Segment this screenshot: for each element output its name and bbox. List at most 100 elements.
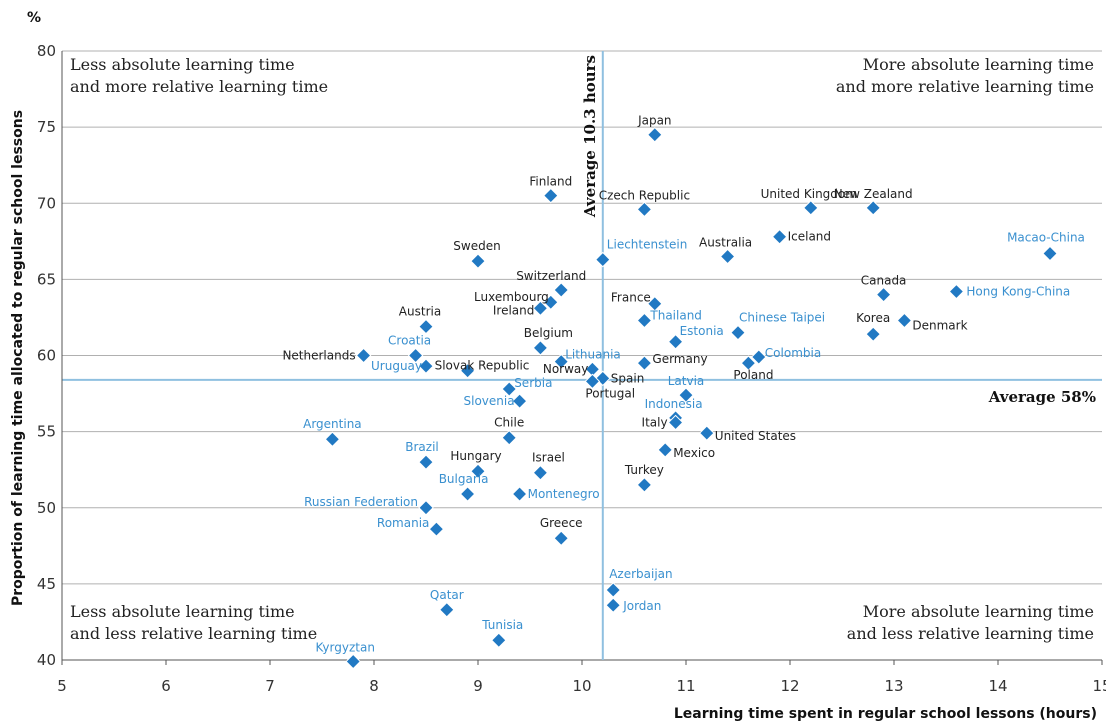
point-marker-montenegro xyxy=(511,486,528,502)
point-label-new-zealand: New Zealand xyxy=(834,187,913,201)
point-label-portugal: Portugal xyxy=(585,386,635,400)
point-marker-switzerland xyxy=(553,282,569,298)
point-marker-belgium xyxy=(532,340,549,356)
point-marker-azerbaijan xyxy=(605,582,621,598)
point-label-croatia: Croatia xyxy=(388,334,431,348)
point-marker-jordan xyxy=(605,597,621,613)
point-marker-greece xyxy=(553,530,569,546)
point-label-israel: Israel xyxy=(532,451,565,465)
x-tick-label: 9 xyxy=(473,677,483,695)
horizontal-average-label: Average 58% xyxy=(988,388,1096,406)
point-label-germany: Germany xyxy=(652,352,707,366)
point-label-japan: Japan xyxy=(637,114,671,128)
point-label-spain: Spain xyxy=(611,371,645,385)
point-marker-denmark xyxy=(896,312,913,329)
point-marker-united-states xyxy=(699,425,715,441)
point-label-netherlands: Netherlands xyxy=(282,349,355,363)
point-marker-brazil xyxy=(418,454,434,470)
point-marker-united-kingdom xyxy=(803,200,819,216)
point-marker-qatar xyxy=(439,601,455,618)
quadrant-label-bottom-left: Less absolute learning time xyxy=(70,602,295,621)
point-label-chile: Chile xyxy=(494,416,524,430)
point-marker-france xyxy=(647,295,663,312)
x-tick-label: 12 xyxy=(780,677,799,695)
point-label-belgium: Belgium xyxy=(524,326,573,340)
point-marker-ireland xyxy=(532,300,549,317)
point-label-switzerland: Switzerland xyxy=(516,269,586,283)
point-label-macao-china: Macao-China xyxy=(1007,230,1085,244)
point-label-korea: Korea xyxy=(856,311,890,325)
point-marker-tunisia xyxy=(491,632,507,648)
point-marker-poland xyxy=(740,355,757,371)
point-label-argentina: Argentina xyxy=(303,417,362,431)
point-marker-finland xyxy=(543,187,559,204)
vertical-average-label: Average 10.3 hours xyxy=(581,55,599,218)
point-label-australia: Australia xyxy=(699,236,752,250)
y-tick-label: 75 xyxy=(37,118,56,136)
point-label-bulgaria: Bulgaria xyxy=(439,472,489,486)
point-label-poland: Poland xyxy=(733,368,773,382)
point-label-kyrgyztan: Kyrgyztan xyxy=(315,641,375,655)
point-marker-liechtenstein xyxy=(595,251,611,268)
point-marker-lithuania xyxy=(553,353,569,370)
quadrant-label-top-right: and more relative learning time xyxy=(836,77,1094,96)
quadrant-label-top-left: and more relative learning time xyxy=(70,77,328,96)
point-label-romania: Romania xyxy=(377,516,429,530)
point-label-jordan: Jordan xyxy=(622,599,661,613)
point-marker-australia xyxy=(719,248,736,265)
x-tick-label: 8 xyxy=(369,677,379,695)
point-label-slovenia: Slovenia xyxy=(464,394,515,408)
quadrant-labels: Less absolute learning time and more rela… xyxy=(70,55,1094,643)
point-label-hungary: Hungary xyxy=(450,449,501,463)
point-label-lithuania: Lithuania xyxy=(565,348,621,362)
point-label-austria: Austria xyxy=(399,305,441,319)
point-label-ireland: Ireland xyxy=(493,303,535,317)
point-label-brazil: Brazil xyxy=(405,440,439,454)
point-label-italy: Italy xyxy=(642,415,668,429)
point-label-chinese-taipei: Chinese Taipei xyxy=(739,311,825,325)
point-label-thailand: Thailand xyxy=(649,308,702,322)
point-label-latvia: Latvia xyxy=(668,374,705,388)
point-marker-mexico xyxy=(657,442,673,458)
point-marker-kyrgyztan xyxy=(345,653,361,670)
point-label-indonesia: Indonesia xyxy=(645,397,703,411)
point-label-mexico: Mexico xyxy=(673,446,715,460)
x-tick-label: 5 xyxy=(57,677,67,695)
point-marker-hungary xyxy=(470,463,486,479)
quadrant-label-bottom-right: More absolute learning time xyxy=(863,602,1094,621)
data-points xyxy=(324,126,1058,670)
x-tick-label: 6 xyxy=(161,677,171,695)
point-marker-russian-federation xyxy=(418,499,434,516)
point-marker-argentina xyxy=(324,431,341,448)
point-marker-colombia xyxy=(751,349,767,365)
y-tick-label: 55 xyxy=(37,423,56,441)
grid-lines xyxy=(62,50,1102,661)
point-label-sweden: Sweden xyxy=(453,239,500,253)
point-marker-israel xyxy=(532,464,549,481)
point-label-united-kingdom: United Kingdom xyxy=(761,187,857,201)
point-label-france: France xyxy=(611,291,651,305)
point-marker-bulgaria xyxy=(459,486,476,502)
point-label-greece: Greece xyxy=(540,516,583,530)
point-marker-chinese-taipei xyxy=(730,324,746,341)
point-label-serbia: Serbia xyxy=(514,376,552,390)
point-label-denmark: Denmark xyxy=(912,318,967,332)
point-marker-new-zealand xyxy=(865,200,881,216)
point-marker-iceland xyxy=(771,228,788,245)
x-tick-label: 14 xyxy=(988,677,1007,695)
point-marker-japan xyxy=(647,126,663,143)
point-label-montenegro: Montenegro xyxy=(528,487,600,501)
y-tick-label: 80 xyxy=(37,42,56,60)
x-tick-label: 7 xyxy=(265,677,275,695)
point-marker-canada xyxy=(875,286,892,303)
point-marker-romania xyxy=(428,521,445,537)
point-label-turkey: Turkey xyxy=(624,463,664,477)
point-marker-luxembourg xyxy=(543,294,559,310)
point-marker-estonia xyxy=(667,334,684,350)
point-label-iceland: Iceland xyxy=(788,230,831,244)
y-tick-label: 45 xyxy=(37,575,56,593)
point-marker-austria xyxy=(418,318,434,335)
y-tick-label: 65 xyxy=(37,270,56,288)
point-marker-slovenia xyxy=(511,393,528,409)
